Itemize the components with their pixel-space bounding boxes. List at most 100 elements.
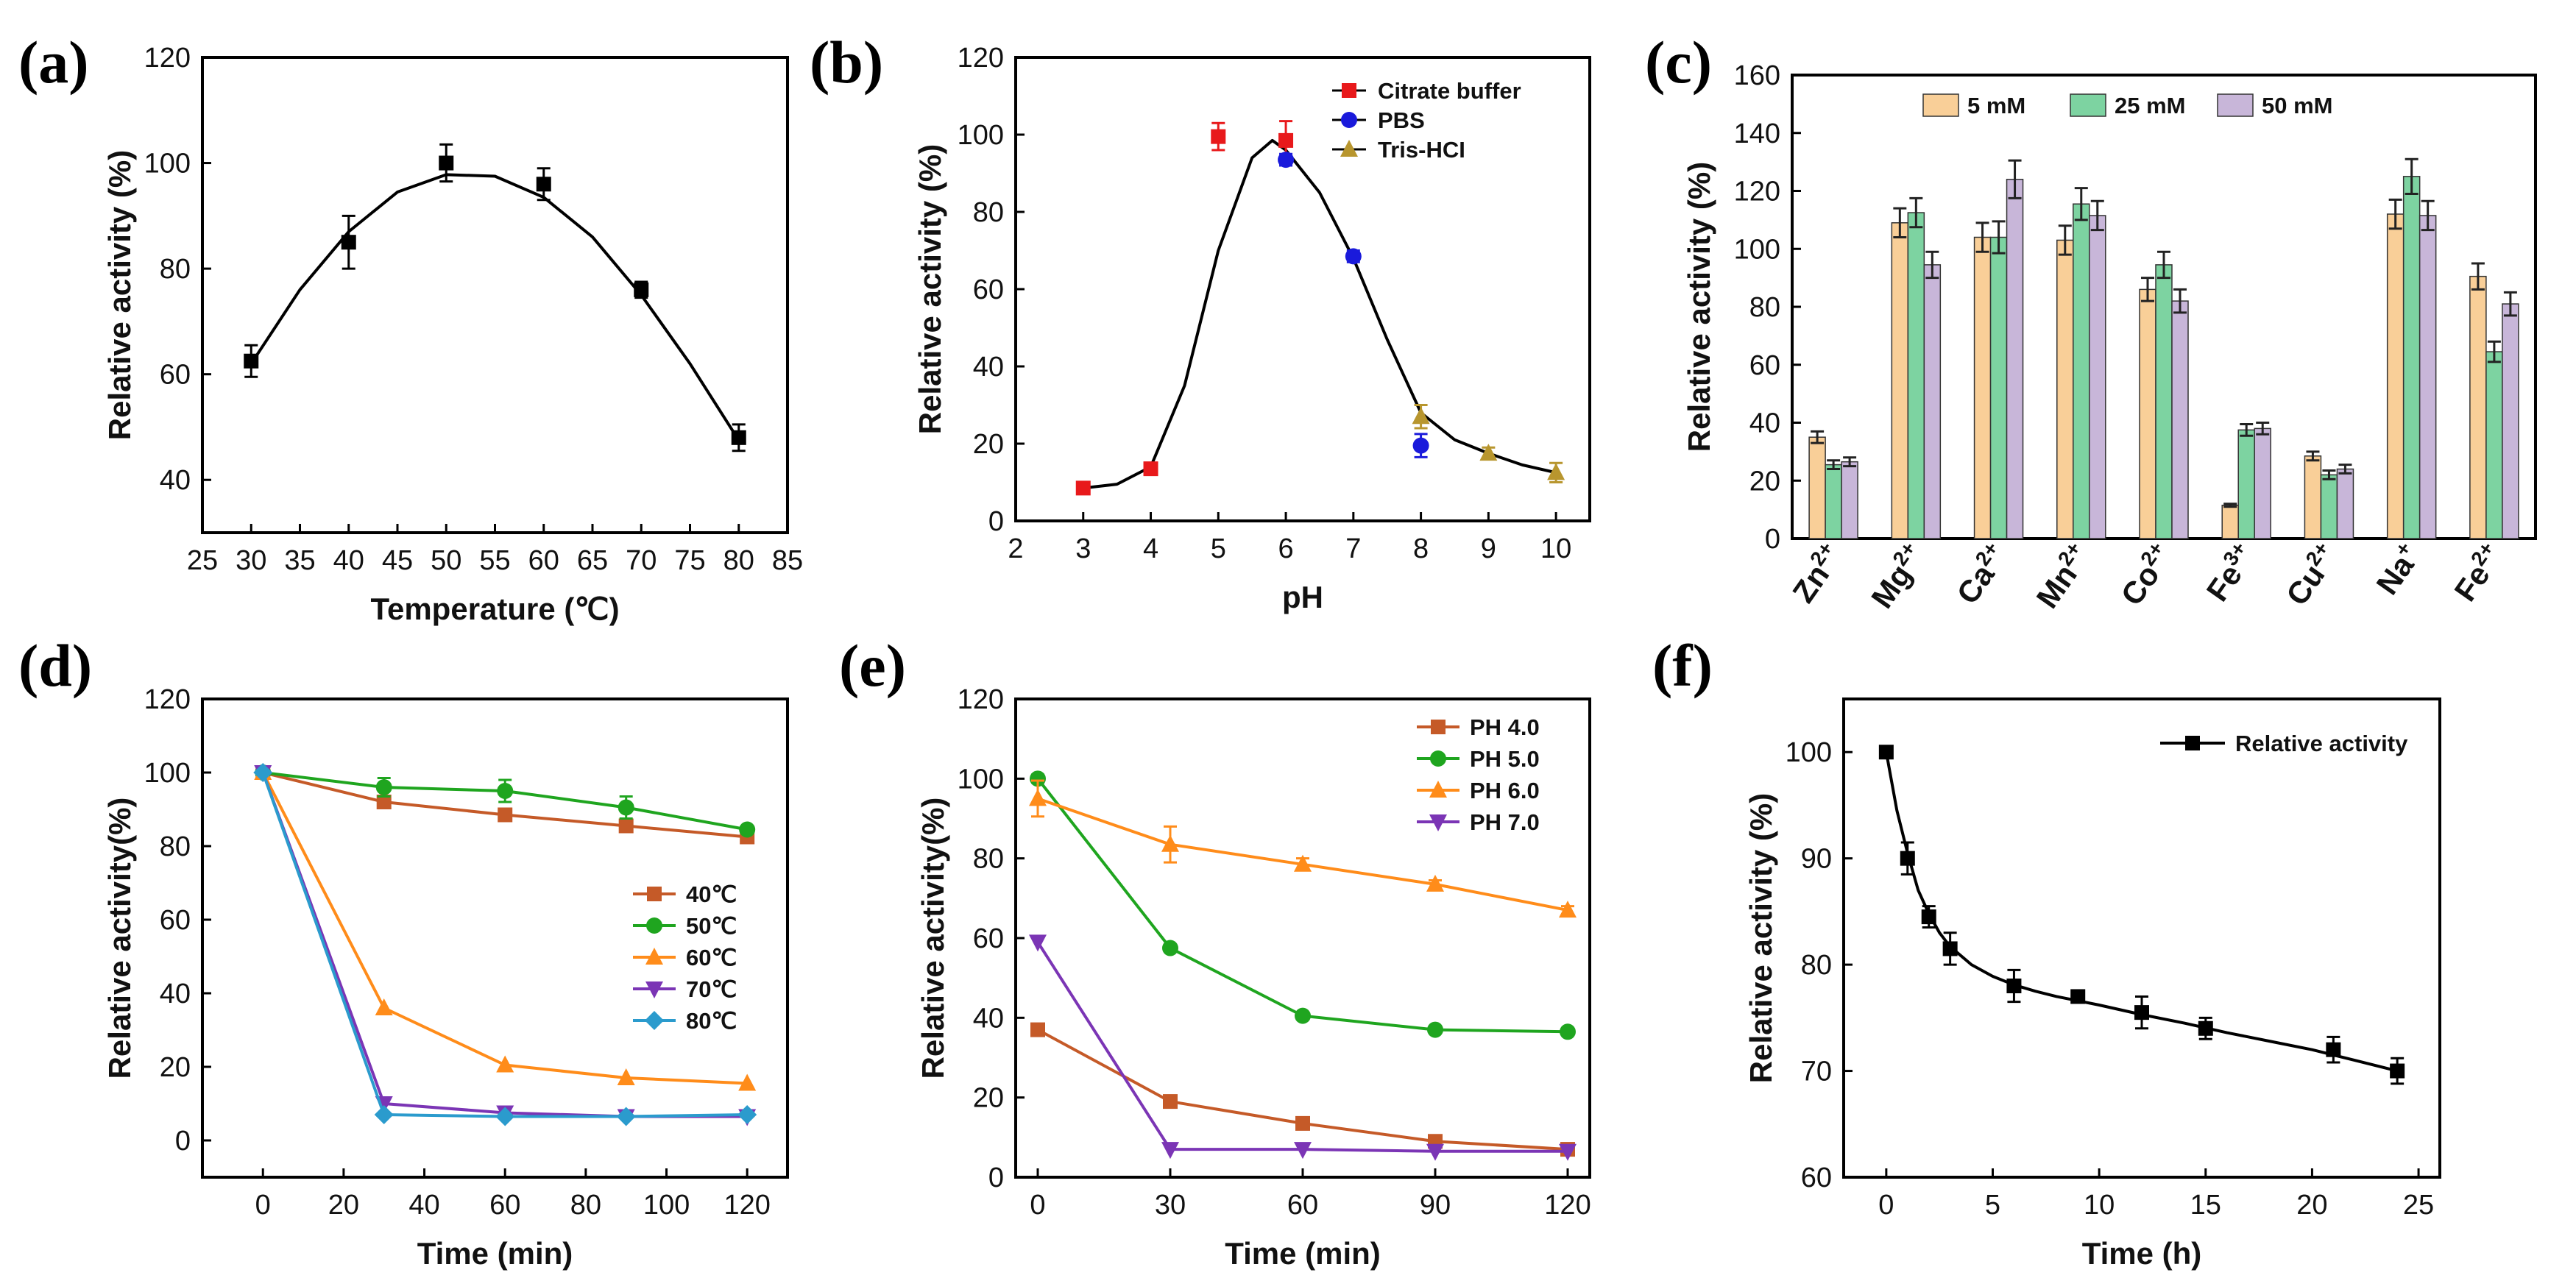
data-point (1162, 940, 1178, 956)
legend-marker (1429, 781, 1447, 798)
data-point (1559, 901, 1577, 918)
x-tick-label: 75 (674, 545, 705, 576)
legend-label: PH 4.0 (1470, 714, 1540, 740)
panel-label: (b) (810, 29, 883, 96)
y-tick-label: 160 (1734, 60, 1780, 91)
y-tick-label: 60 (973, 923, 1004, 954)
data-point (1479, 444, 1498, 461)
y-tick-label: 120 (958, 684, 1004, 715)
legend-label: Citrate buffer (1378, 78, 1521, 104)
y-tick-label: 40 (973, 352, 1004, 383)
error-bar (2074, 187, 2088, 221)
bar (1808, 436, 1826, 539)
x-tick-label: 0 (1030, 1190, 1045, 1221)
y-tick-label: 90 (1801, 844, 1832, 875)
data-point (1030, 770, 1046, 787)
x-tick-label: 50 (431, 545, 461, 576)
panel-a: 40 60 80 100 120 25 30 35 40 45 50 55 60 65 70 75 80 85 Te… (18, 29, 803, 626)
error-bar (2173, 288, 2187, 314)
data-point (1143, 461, 1158, 477)
data-point (1029, 934, 1047, 952)
data-point (1163, 1094, 1178, 1110)
error-bar (1925, 250, 1939, 280)
data-point (1412, 407, 1430, 425)
error-bar (1893, 207, 1907, 238)
y-tick-label: 100 (1734, 234, 1780, 265)
plot-frame (201, 697, 789, 1179)
category-superscript: 2+ (1971, 537, 2003, 569)
category-label: Na+ (2368, 537, 2427, 600)
y-tick-label: 100 (144, 758, 191, 789)
bar (2304, 455, 2322, 539)
data-point (495, 1107, 515, 1126)
x-tick-label: 60 (1287, 1190, 1318, 1221)
y-tick-label: 100 (958, 120, 1004, 151)
x-tick-label: 5 (1211, 533, 1226, 564)
data-point (1211, 129, 1226, 144)
data-point (341, 235, 356, 250)
x-tick-label: 2 (1008, 533, 1023, 564)
category-label: Co2+ (2112, 537, 2179, 611)
error-bar (2008, 159, 2022, 199)
y-tick-label: 80 (1801, 950, 1832, 981)
error-bar (2471, 262, 2485, 291)
category-label: Ca2+ (1948, 537, 2014, 610)
bar (1825, 464, 1842, 539)
data-point (244, 353, 259, 369)
error-bar (1975, 221, 1989, 253)
data-point (1412, 437, 1429, 454)
legend-label: PH 5.0 (1470, 746, 1540, 772)
x-tick-label: 70 (626, 545, 657, 576)
category-superscript: 2+ (2466, 537, 2499, 569)
y-tick-label: 20 (973, 429, 1004, 460)
panel-label: (d) (18, 632, 92, 699)
x-tick-label: 8 (1413, 533, 1429, 564)
category-superscript: + (2391, 537, 2416, 560)
bar (1907, 212, 1925, 539)
y-tick-label: 60 (160, 360, 191, 391)
error-bar (2141, 277, 2154, 302)
bar (2485, 351, 2503, 539)
legend-marker (1341, 112, 1357, 128)
bar (2402, 176, 2421, 539)
category-superscript: 2+ (1888, 537, 1920, 569)
category-superscript: 2+ (2053, 537, 2086, 569)
data-point (1294, 1142, 1312, 1160)
data-point (1942, 941, 1958, 956)
legend-swatch (2217, 93, 2254, 117)
y-axis-label: Relative activity(%) (102, 798, 137, 1079)
y-tick-label: 80 (160, 831, 191, 862)
y-tick-label: 20 (160, 1052, 191, 1083)
data-point (1030, 1022, 1045, 1037)
legend-label: 5 mM (1967, 93, 2025, 118)
x-tick-label: 25 (2403, 1190, 2434, 1221)
data-point (1345, 248, 1362, 265)
error-bar (2306, 450, 2320, 462)
y-tick-label: 120 (144, 684, 191, 715)
x-tick-label: 6 (1278, 533, 1293, 564)
x-axis-label: Time (min) (417, 1236, 573, 1271)
data-point (376, 795, 392, 809)
data-point (1075, 480, 1091, 496)
error-bar (2487, 340, 2501, 363)
panel-label: (c) (1645, 29, 1712, 96)
fit-curve (1884, 751, 2398, 1073)
legend-marker (1429, 814, 1447, 831)
data-point (1295, 1007, 1311, 1024)
data-point (1900, 851, 1915, 866)
data-point (1547, 463, 1565, 480)
data-point (2326, 1042, 2341, 1057)
bar (2386, 213, 2405, 539)
data-point (737, 1105, 757, 1124)
y-tick-label: 0 (1765, 524, 1780, 555)
bar (1891, 222, 1909, 539)
y-tick-label: 20 (1749, 466, 1780, 497)
data-point (1029, 789, 1047, 806)
data-point (634, 282, 649, 297)
bar (2221, 504, 2239, 539)
bar (2502, 303, 2519, 539)
y-axis-label: Relative activity(%) (916, 798, 950, 1079)
x-axis-label: Temperature (℃) (370, 592, 619, 626)
y-tick-label: 60 (1801, 1162, 1832, 1193)
